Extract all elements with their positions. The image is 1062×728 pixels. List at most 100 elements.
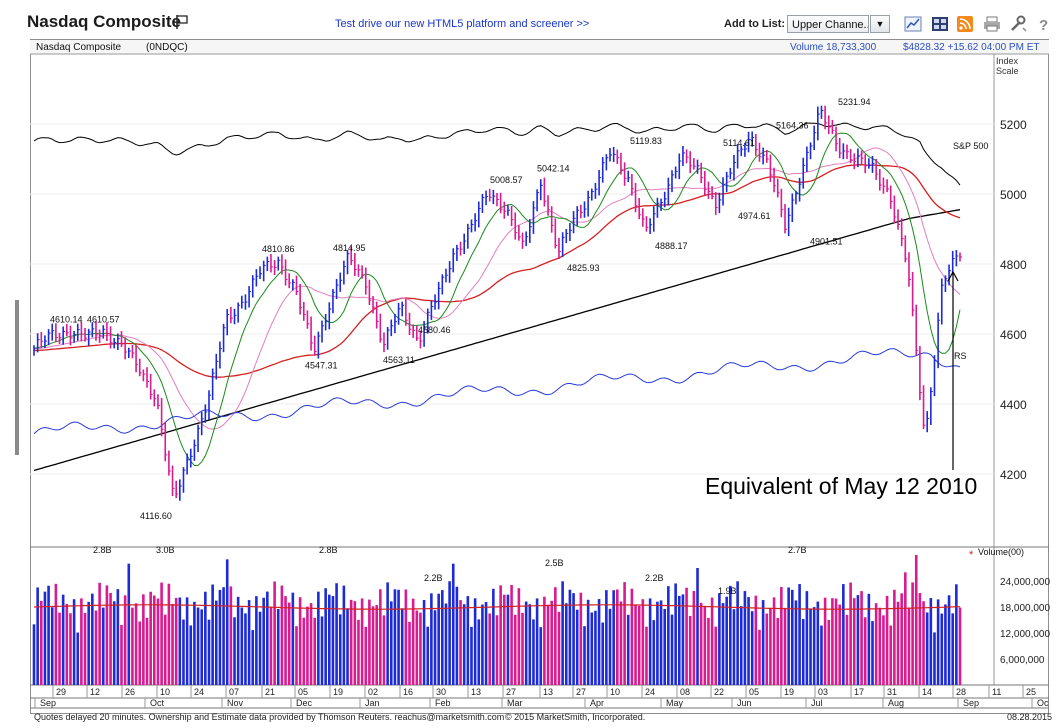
volume-bar bbox=[65, 603, 69, 685]
volume-bar bbox=[736, 581, 739, 685]
volume-bar bbox=[127, 563, 131, 685]
print-icon[interactable] bbox=[982, 14, 1002, 34]
flag-icon[interactable] bbox=[175, 14, 189, 30]
footer-disclaimer: Quotes delayed 20 minutes. Ownership and… bbox=[34, 712, 505, 722]
x-day-label: 19 bbox=[333, 687, 343, 697]
volume-bar bbox=[415, 610, 419, 685]
volume-bar bbox=[393, 589, 397, 685]
tools-icon[interactable] bbox=[1008, 14, 1028, 34]
volume-tick-label: 12,000,000 bbox=[1000, 629, 1050, 640]
volume-bar bbox=[280, 585, 284, 685]
volume-bar bbox=[488, 613, 492, 685]
volume-bar bbox=[98, 582, 101, 685]
volume-bar bbox=[798, 584, 801, 685]
list-select[interactable]: Upper Channe... bbox=[787, 15, 869, 33]
volume-bar bbox=[641, 599, 645, 685]
volume-bar bbox=[236, 596, 240, 685]
volume-bar bbox=[455, 586, 459, 685]
volume-bar bbox=[725, 596, 728, 685]
volume-bar bbox=[302, 617, 306, 685]
volume-bar bbox=[780, 587, 783, 685]
volume-bar bbox=[761, 600, 765, 685]
volume-bar bbox=[171, 603, 174, 685]
volume-bar bbox=[936, 599, 940, 685]
volume-bar bbox=[58, 612, 61, 685]
x-month-label: May bbox=[666, 698, 684, 708]
price-annotation-label: 4901.51 bbox=[810, 236, 843, 246]
volume-bar bbox=[874, 603, 878, 685]
volume-bar bbox=[619, 601, 623, 685]
x-day-label: 31 bbox=[887, 687, 897, 697]
volume-bar bbox=[397, 589, 400, 685]
x-month-label: Oc bbox=[1037, 698, 1049, 708]
x-day-label: 25 bbox=[1026, 687, 1036, 697]
volume-bar bbox=[528, 604, 532, 685]
rss-icon[interactable] bbox=[955, 14, 975, 34]
price-tick-label: 4200 bbox=[1000, 468, 1027, 482]
x-day-label: 27 bbox=[506, 687, 516, 697]
volume-bar bbox=[404, 589, 408, 685]
scroll-handle[interactable] bbox=[15, 300, 19, 455]
volume-bar bbox=[368, 599, 371, 685]
volume-bar bbox=[947, 595, 951, 685]
volume-bar bbox=[882, 615, 885, 685]
volume-bar bbox=[39, 600, 43, 685]
volume-bar bbox=[379, 589, 382, 685]
price-annotation-label: 4580.46 bbox=[418, 325, 451, 335]
volume-bar bbox=[247, 600, 251, 685]
volume-bar bbox=[575, 609, 579, 685]
volume-bar bbox=[408, 621, 411, 685]
volume-bar bbox=[539, 627, 543, 685]
volume-bar bbox=[827, 619, 831, 685]
volume-bar bbox=[732, 609, 736, 685]
volume-bar bbox=[517, 588, 521, 685]
volume-bar bbox=[444, 603, 448, 685]
html5-promo-link[interactable]: Test drive our new HTML5 platform and sc… bbox=[335, 18, 590, 30]
volume-bar bbox=[462, 604, 466, 685]
price-annotation-label: 5042.14 bbox=[537, 163, 570, 173]
sp500-label: S&P 500 bbox=[953, 141, 988, 151]
chevron-down-icon[interactable]: ▼ bbox=[870, 15, 890, 33]
volume-tick-label: 18,000,000 bbox=[1000, 603, 1050, 614]
volume-bar bbox=[353, 601, 357, 685]
volume-bar bbox=[174, 597, 178, 685]
volume-bar bbox=[601, 622, 605, 685]
volume-bar bbox=[218, 589, 222, 685]
info-name: Nasdaq Composite bbox=[36, 42, 121, 53]
volume-bar bbox=[123, 595, 127, 685]
volume-bar bbox=[554, 587, 557, 685]
volume-bar bbox=[229, 586, 233, 685]
x-day-label: 19 bbox=[784, 687, 794, 697]
volume-bar bbox=[710, 597, 714, 685]
volume-bar bbox=[568, 589, 572, 685]
volume-bar bbox=[112, 601, 116, 685]
volume-bar bbox=[510, 584, 513, 685]
volume-bar bbox=[382, 615, 386, 685]
volume-bar bbox=[692, 591, 696, 685]
volume-bar bbox=[626, 614, 630, 685]
volume-tick-label: 24,000,000 bbox=[1000, 577, 1050, 588]
volume-bar bbox=[324, 588, 327, 685]
x-month-label: Feb bbox=[435, 698, 451, 708]
volume-bar bbox=[400, 608, 404, 685]
volume-bar bbox=[532, 619, 535, 685]
volume-bar bbox=[346, 608, 349, 685]
help-icon[interactable]: ? bbox=[1034, 14, 1054, 34]
layout-icon[interactable] bbox=[930, 14, 950, 34]
x-day-label: 13 bbox=[543, 687, 553, 697]
price-annotation-label: 4563.11 bbox=[383, 355, 415, 365]
chart-style-icon[interactable] bbox=[903, 14, 923, 34]
volume-bar bbox=[831, 598, 834, 685]
volume-bar bbox=[900, 593, 903, 685]
x-day-label: 29 bbox=[56, 687, 66, 697]
volume-bar bbox=[696, 568, 699, 685]
volume-bar bbox=[907, 607, 911, 685]
volume-bar bbox=[772, 597, 776, 685]
volume-bar bbox=[185, 597, 189, 685]
volume-bar bbox=[109, 592, 112, 685]
volume-bar bbox=[867, 593, 871, 685]
price-tick-label: 4600 bbox=[1000, 328, 1027, 342]
x-day-label: 27 bbox=[576, 687, 586, 697]
price-annotation-label: 4547.31 bbox=[305, 360, 338, 370]
volume-bar bbox=[105, 585, 109, 685]
